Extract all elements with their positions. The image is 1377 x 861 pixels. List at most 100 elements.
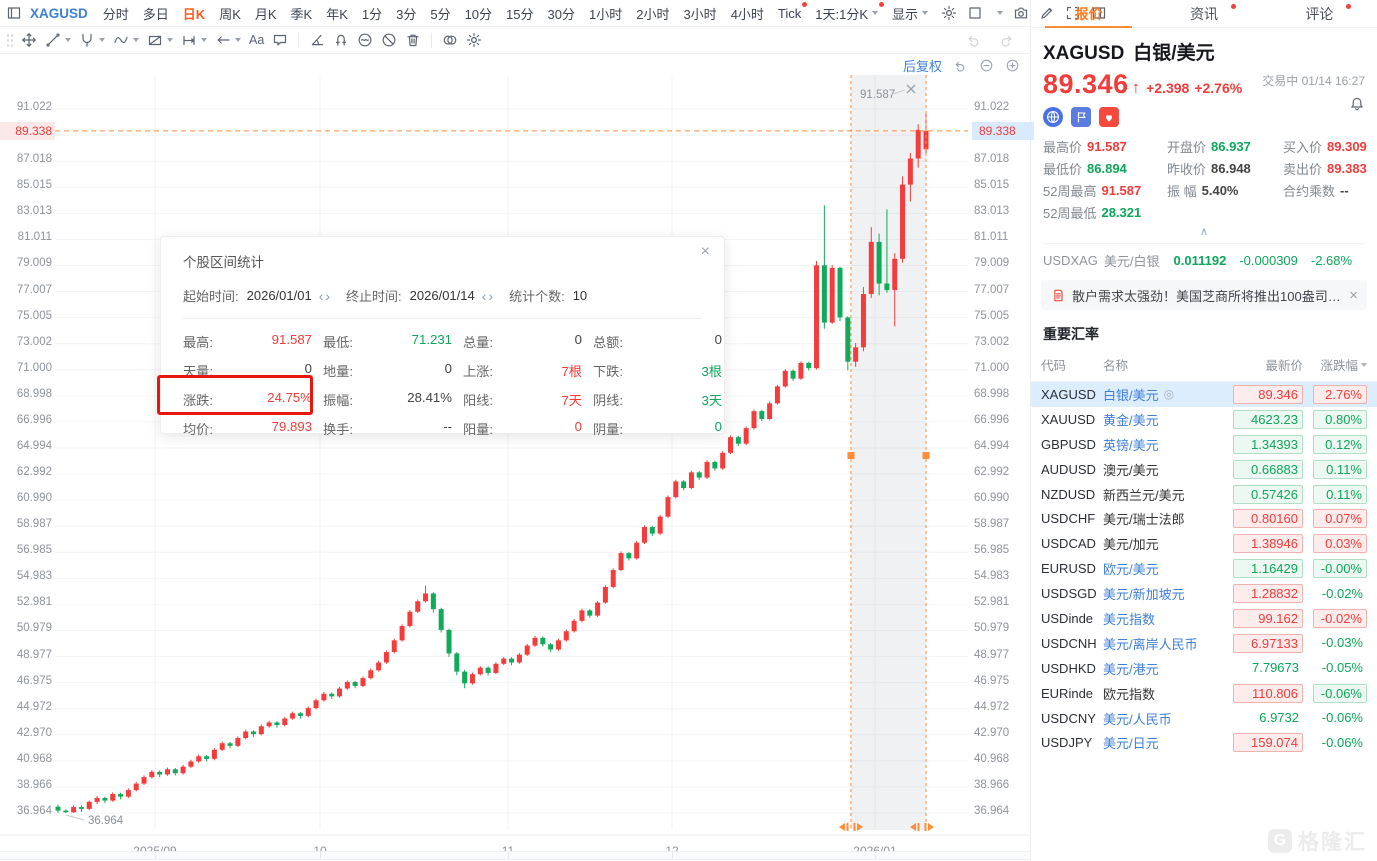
chevron-down-icon (872, 11, 879, 15)
stat-value: 0 (714, 419, 722, 434)
quote-stat: 昨收价 86.948 (1167, 161, 1251, 177)
timeframe-月K[interactable]: 月K (254, 6, 277, 22)
fx-row-USDJPY[interactable]: USDJPY 美元/日元 159.074 -0.06% (1031, 730, 1377, 755)
fx-row-USDCNH[interactable]: USDCNH 美元/离岸人民币 6.97133 -0.03% (1031, 631, 1377, 656)
panel-toggle-icon[interactable] (1091, 5, 1107, 21)
fx-row-NZDUSD[interactable]: NZDUSD 新西兰元/美元 0.57426 0.11% (1031, 482, 1377, 507)
timeframe-15分[interactable]: 15分 (506, 6, 534, 22)
fx-code: USDSGD (1041, 586, 1097, 602)
fx-col-名称[interactable]: 名称 (1103, 359, 1129, 373)
fx-row-USDinde[interactable]: USDinde 美元指数 99.162 -0.02% (1031, 606, 1377, 631)
fx-col-最新价[interactable]: 最新价 (1265, 359, 1303, 373)
timeframe-2小时[interactable]: 2小时 (636, 6, 670, 22)
timeframe-1小时[interactable]: 1小时 (588, 6, 623, 22)
fullscreen-icon[interactable] (1065, 5, 1081, 21)
fx-row-USDHKD[interactable]: USDHKD 美元/港元 7.79673 -0.05% (1031, 656, 1377, 681)
timeframe-4小时[interactable]: 4小时 (730, 6, 764, 22)
news-banner[interactable]: 散户需求太强劲！美国芝商所将推出100盎司白银... × (1041, 280, 1367, 310)
globe-badge-icon[interactable] (1043, 107, 1063, 127)
end-time-stepper[interactable]: ‹› (481, 287, 496, 304)
region-resize-handle[interactable] (922, 452, 930, 459)
timeframe-多日[interactable]: 多日 (142, 6, 169, 22)
chart-scroll-strip[interactable] (0, 851, 1030, 860)
zoom-out-icon[interactable] (979, 58, 994, 73)
tab-报价[interactable]: 报价 (1031, 0, 1146, 28)
timeframe-显示[interactable]: 显示 (885, 0, 935, 26)
adjust-mode-link[interactable]: 后复权 (902, 59, 942, 74)
timeframe-周K[interactable]: 周K (219, 6, 241, 22)
fx-row-GBPUSD[interactable]: GBPUSD 英镑/美元 1.34393 0.12% (1031, 432, 1377, 457)
comment-icon[interactable] (272, 32, 288, 48)
timeframe-Tick[interactable]: Tick (771, 0, 808, 26)
alert-bell-icon[interactable] (1349, 96, 1365, 112)
fx-row-USDCHF[interactable]: USDCHF 美元/瑞士法郎 0.80160 0.07% (1031, 506, 1377, 531)
measure-icon[interactable] (181, 32, 207, 48)
undo-icon[interactable] (966, 32, 982, 48)
timeframe-1天:1分K[interactable]: 1天:1分K (808, 0, 885, 26)
candlestick-chart[interactable]: 91.587 36.964 (0, 54, 1030, 861)
timeframe-年K[interactable]: 年K (326, 6, 348, 22)
settings-icon[interactable] (941, 5, 957, 21)
wave-icon[interactable] (113, 32, 139, 48)
fx-row-AUDUSD[interactable]: AUDUSD 澳元/美元 0.66883 0.11% (1031, 457, 1377, 482)
text-icon[interactable]: Aa (249, 33, 265, 47)
draw-settings-icon[interactable] (466, 32, 482, 48)
fx-row-USDSGD[interactable]: USDSGD 美元/新加坡元 1.28832 -0.02% (1031, 581, 1377, 606)
collapse-chevron-icon[interactable]: ∧ (1199, 226, 1209, 238)
compare-icon[interactable] (442, 32, 458, 48)
pitchfork-icon[interactable] (79, 32, 105, 48)
popup-close-icon[interactable]: × (700, 243, 710, 260)
stat-value: 0 (304, 361, 312, 376)
y-tick: 87.018 (16, 153, 52, 166)
arrow-icon[interactable] (215, 32, 241, 48)
symbol-label[interactable]: XAGUSD (30, 5, 88, 21)
flag-badge-icon[interactable] (1071, 107, 1091, 127)
trash-icon[interactable] (405, 32, 421, 48)
fx-row-EURUSD[interactable]: EURUSD 欧元/美元 1.16429 -0.00% (1031, 556, 1377, 581)
timeframe-5分[interactable]: 5分 (430, 6, 451, 22)
timeframe-季K[interactable]: 季K (290, 6, 313, 22)
pencil-icon[interactable] (1039, 5, 1055, 21)
zoom-in-icon[interactable] (1005, 58, 1020, 73)
camera-icon[interactable] (1013, 5, 1029, 21)
reset-zoom-icon[interactable] (953, 58, 968, 73)
trendline-icon[interactable] (45, 32, 71, 48)
locate-target-icon[interactable]: ◎ (1163, 387, 1175, 402)
fx-row-USDCNY[interactable]: USDCNY 美元/人民币 6.9732 -0.06% (1031, 706, 1377, 731)
news-close-icon[interactable]: × (1349, 286, 1358, 304)
start-time-stepper[interactable]: ‹› (318, 287, 333, 304)
magnet-icon[interactable] (333, 32, 349, 48)
timeframe-3分[interactable]: 3分 (396, 6, 417, 22)
fx-row-XAGUSD[interactable]: XAGUSD 白银/美元 ◎ 89.346 2.76% (1031, 382, 1377, 407)
fx-name: 新西兰元/美元 (1103, 487, 1185, 503)
inverse-pair-row[interactable]: USDXAG 美元/白银 0.011192 -0.000309 -2.68% (1043, 243, 1365, 270)
inverse-code: USDXAG (1043, 253, 1098, 268)
timeframe-3小时[interactable]: 3小时 (683, 6, 717, 22)
hide-icon[interactable] (381, 32, 397, 48)
drag-grip-icon[interactable] (6, 32, 13, 48)
timeframe-10分[interactable]: 10分 (464, 6, 493, 22)
move-icon[interactable] (21, 32, 37, 48)
fx-row-USDCAD[interactable]: USDCAD 美元/加元 1.38946 0.03% (1031, 531, 1377, 556)
fx-row-XAUUSD[interactable]: XAUUSD 黄金/美元 4623.23 0.80% (1031, 407, 1377, 432)
fx-price: 1.34393 (1233, 434, 1303, 454)
brush-circle-icon[interactable] (357, 32, 373, 48)
fx-col-涨跌幅[interactable]: 涨跌幅 (1303, 355, 1367, 374)
timeframe-分时[interactable]: 分时 (102, 6, 129, 22)
timeframe-日K[interactable]: 日K (182, 6, 206, 22)
timeframe-1分[interactable]: 1分 (361, 6, 383, 22)
timeframe-30分[interactable]: 30分 (547, 6, 575, 22)
tab-资讯[interactable]: 资讯 (1146, 0, 1261, 27)
tab-评论[interactable]: 评论 (1262, 0, 1377, 27)
fx-col-代码[interactable]: 代码 (1041, 359, 1067, 373)
pattern-icon[interactable] (147, 32, 173, 48)
region-resize-handle[interactable] (847, 452, 855, 459)
fx-row-EURinde[interactable]: EURinde 欧元指数 110.806 -0.06% (1031, 681, 1377, 706)
layout-select-icon[interactable] (967, 5, 983, 21)
angle-icon[interactable] (309, 32, 325, 48)
region-close-icon[interactable] (906, 84, 916, 94)
redo-icon[interactable] (998, 32, 1014, 48)
layout-window-icon[interactable] (6, 5, 22, 21)
news-text: 散户需求太强劲！美国芝商所将推出100盎司白银... (1072, 288, 1343, 304)
heart-badge-icon[interactable] (1099, 107, 1119, 127)
